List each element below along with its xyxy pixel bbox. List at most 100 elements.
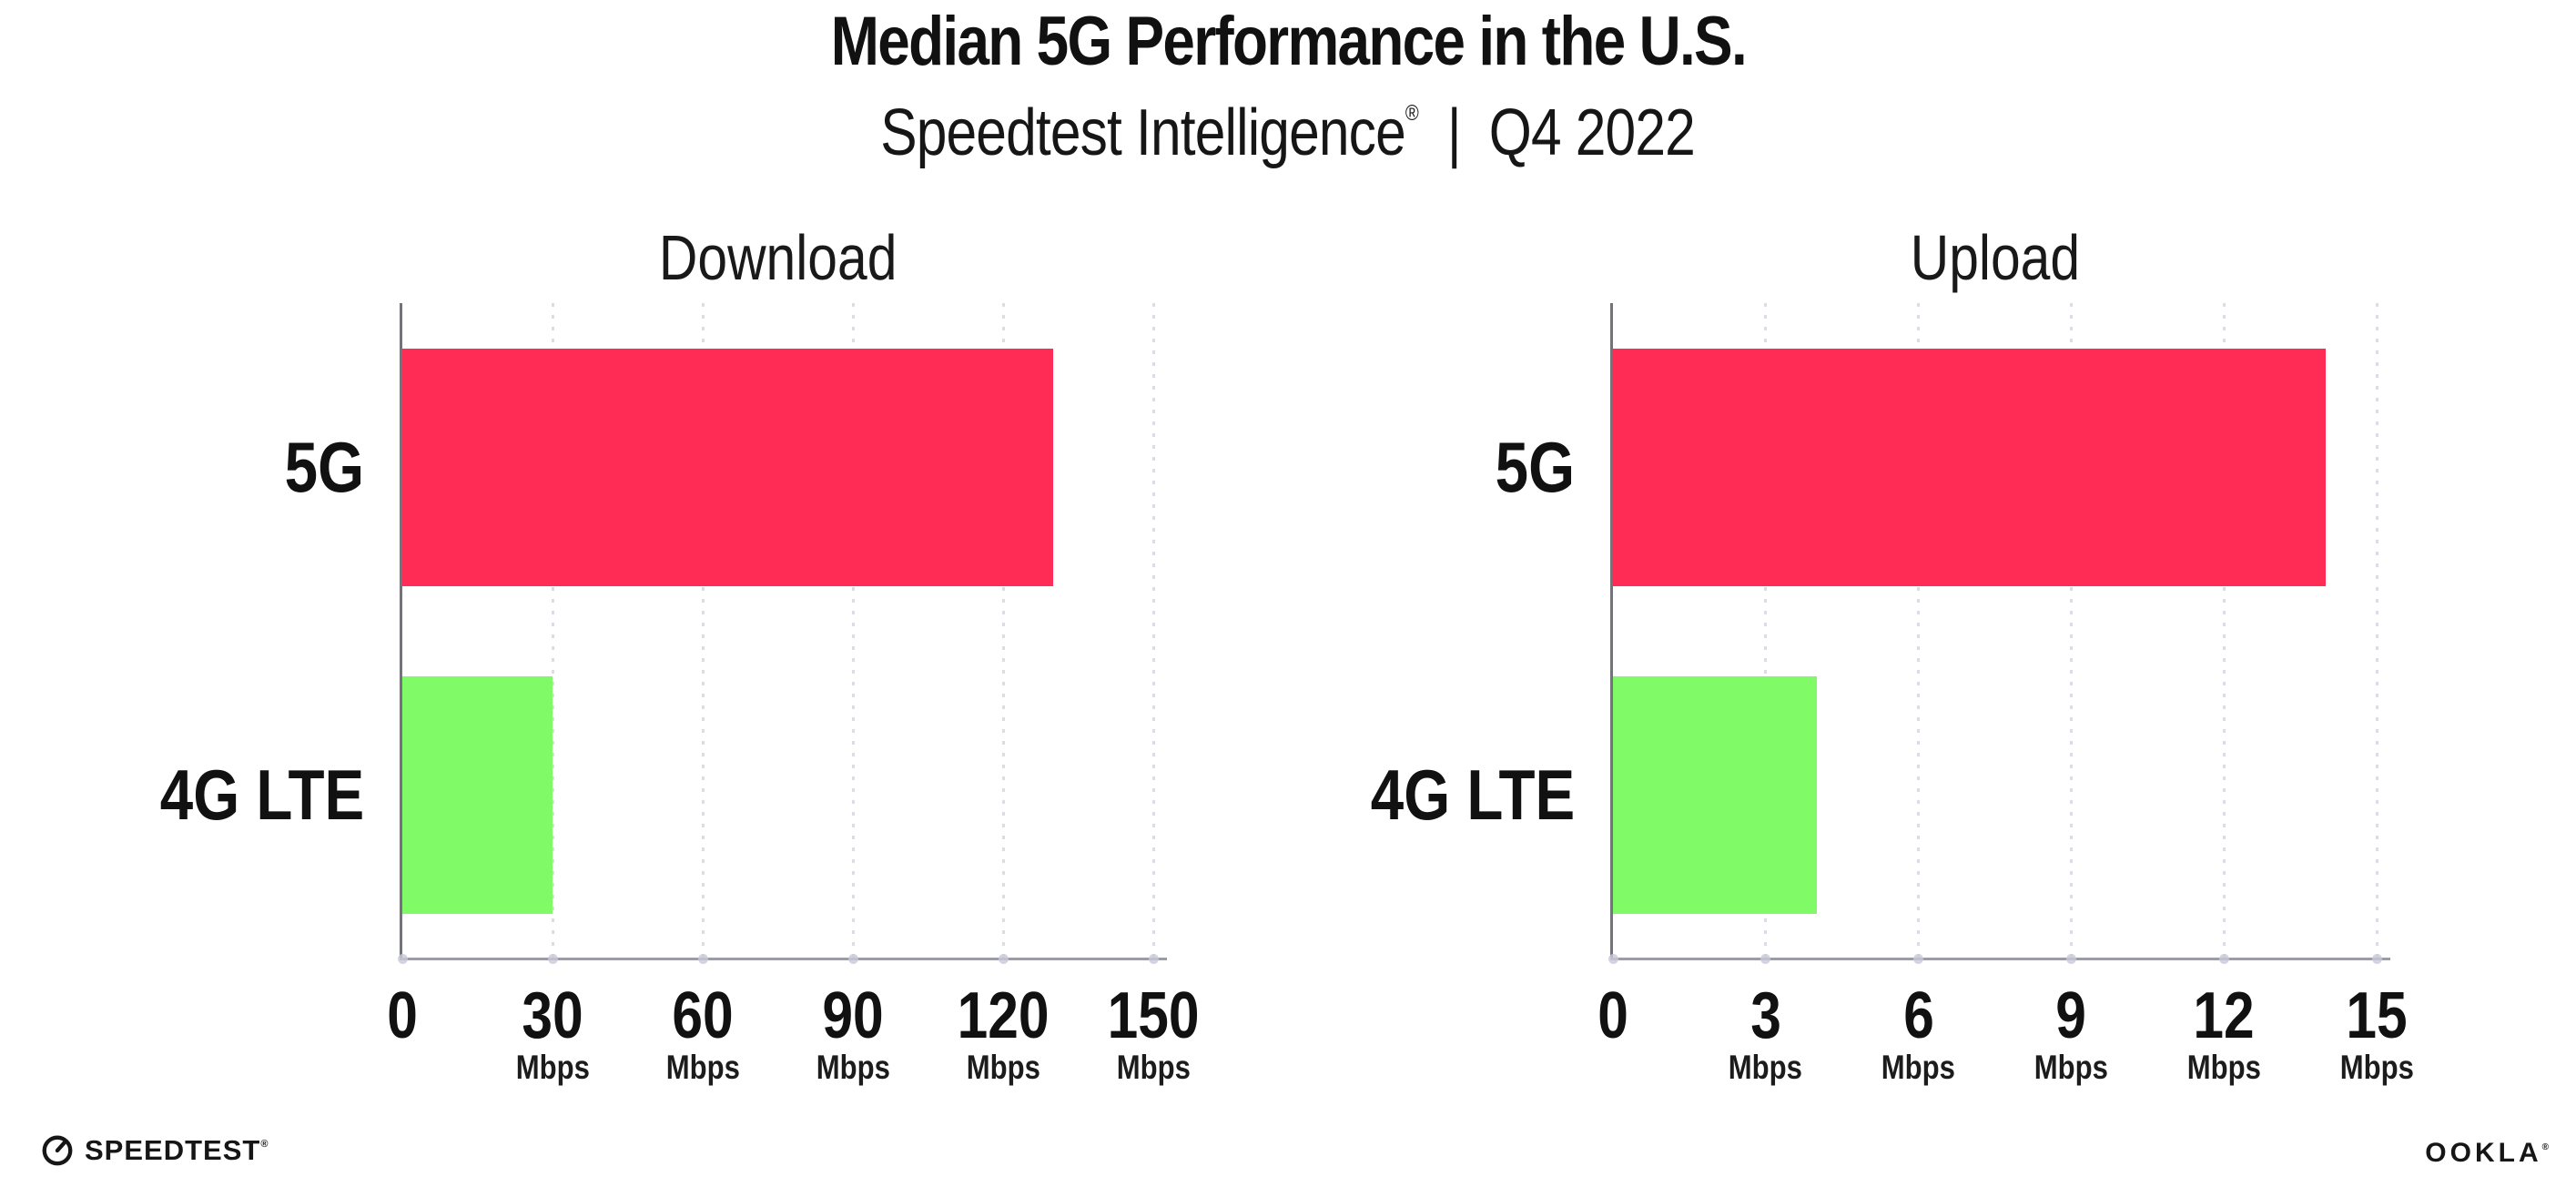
tick-label-60-download-text: 60 (672, 979, 734, 1052)
tick-unit-150-download-text: Mbps (1116, 1049, 1191, 1086)
bar-4g-lte-upload (1613, 675, 1817, 914)
gridline-120-download (1001, 303, 1005, 959)
category-label-5g-upload-text: 5G (1495, 427, 1575, 507)
tick-label-6-upload: 6 (1828, 983, 2010, 1049)
speedtest-wordmark-text: SPEEDTEST (85, 1133, 261, 1166)
gridline-3-upload (1764, 303, 1768, 959)
tick-label-120-download-text: 120 (957, 979, 1050, 1052)
tick-unit-9-upload-text: Mbps (2033, 1049, 2108, 1086)
bar-5g-download (402, 348, 1053, 586)
axis-tick-dot-3-upload (1760, 953, 1771, 964)
chart-title-upload-text: Upload (1910, 222, 2080, 293)
chart-title-download-text: Download (658, 222, 898, 293)
tick-label-90-download: 90 (762, 983, 944, 1049)
speedtest-logo: SPEEDTEST® (40, 1132, 268, 1167)
gridline-12-upload (2222, 303, 2226, 959)
tick-unit-12-upload-text: Mbps (2186, 1049, 2261, 1086)
tick-label-120-download: 120 (912, 983, 1094, 1049)
tick-unit-90-download: Mbps (762, 1050, 944, 1084)
tick-unit-30-download: Mbps (461, 1050, 644, 1084)
registered-mark: ® (1405, 101, 1420, 126)
gridline-150-download (1151, 303, 1155, 959)
gridline-9-upload (2069, 303, 2073, 959)
ookla-registered-mark: ® (2541, 1142, 2549, 1152)
tick-label-150-download: 150 (1062, 983, 1244, 1049)
tick-unit-90-download-text: Mbps (816, 1049, 890, 1086)
category-label-5g-upload: 5G (1192, 303, 1575, 631)
axis-tick-dot-60-download (697, 953, 708, 964)
tick-label-12-upload-text: 12 (2193, 979, 2255, 1052)
category-label-5g-download: 5G (0, 303, 364, 631)
chart-title-download: Download (402, 226, 1153, 289)
tick-label-150-download-text: 150 (1107, 979, 1200, 1052)
tick-unit-120-download-text: Mbps (966, 1049, 1040, 1086)
tick-label-3-upload-text: 3 (1749, 979, 1781, 1052)
x-axis-line-download (400, 958, 1167, 960)
gridline-15-upload (2375, 303, 2378, 959)
axis-tick-dot-0-download (397, 953, 408, 964)
tick-label-0-upload: 0 (1522, 983, 1704, 1049)
tick-label-30-download: 30 (461, 983, 644, 1049)
tick-label-0-download-text: 0 (387, 979, 418, 1052)
gridline-30-download (551, 303, 554, 959)
category-label-4g-lte-download-text: 4G LTE (159, 755, 364, 835)
tick-label-9-upload: 9 (1980, 983, 2162, 1049)
y-axis-spine-upload (1610, 303, 1613, 960)
subtitle: Speedtest Intelligence® | Q4 2022 (0, 100, 2576, 166)
tick-unit-120-download: Mbps (912, 1050, 1094, 1084)
ookla-wordmark: OOKLA® (2425, 1140, 2549, 1167)
main-title: Median 5G Performance in the U.S. (0, 7, 2576, 76)
axis-tick-dot-90-download (847, 953, 858, 964)
tick-unit-6-upload-text: Mbps (1881, 1049, 1956, 1086)
main-title-text: Median 5G Performance in the U.S. (830, 3, 1747, 80)
tick-label-0-download: 0 (311, 983, 493, 1049)
gridline-90-download (851, 303, 855, 959)
axis-tick-dot-9-upload (2065, 953, 2076, 964)
category-label-5g-download-text: 5G (284, 427, 364, 507)
x-axis-line-upload (1610, 958, 2390, 960)
tick-label-90-download-text: 90 (822, 979, 884, 1052)
bar-4g-lte-download (402, 675, 553, 914)
bar-5g-upload (1613, 348, 2327, 586)
gridline-6-upload (1917, 303, 1921, 959)
axis-tick-dot-6-upload (1913, 953, 1924, 964)
tick-label-3-upload: 3 (1675, 983, 1857, 1049)
axis-tick-dot-15-upload (2371, 953, 2382, 964)
subtitle-period: Q4 2022 (1489, 96, 1696, 169)
tick-label-15-upload: 15 (2286, 983, 2468, 1049)
tick-unit-6-upload: Mbps (1828, 1050, 2010, 1084)
y-axis-spine-download (400, 303, 402, 960)
tick-label-60-download: 60 (612, 983, 794, 1049)
category-label-4g-lte-upload: 4G LTE (1192, 631, 1575, 959)
tick-label-6-upload-text: 6 (1902, 979, 1934, 1052)
axis-tick-dot-30-download (547, 953, 558, 964)
tick-unit-3-upload: Mbps (1675, 1050, 1857, 1084)
axis-tick-dot-0-upload (1607, 953, 1618, 964)
subtitle-brand: Speedtest Intelligence (880, 96, 1407, 169)
tick-unit-150-download: Mbps (1062, 1050, 1244, 1084)
tick-unit-3-upload-text: Mbps (1729, 1049, 1803, 1086)
gridline-60-download (701, 303, 705, 959)
tick-unit-15-upload-text: Mbps (2339, 1049, 2414, 1086)
ookla-wordmark-text: OOKLA (2425, 1138, 2542, 1168)
tick-unit-12-upload: Mbps (2133, 1050, 2315, 1084)
speedtest-gauge-icon (42, 1135, 73, 1166)
tick-unit-15-upload: Mbps (2286, 1050, 2468, 1084)
chart-title-upload: Upload (1613, 226, 2377, 289)
axis-tick-dot-12-upload (2218, 953, 2229, 964)
tick-label-30-download-text: 30 (522, 979, 583, 1052)
speedtest-registered-mark: ® (260, 1138, 269, 1150)
tick-label-0-upload-text: 0 (1597, 979, 1628, 1052)
tick-label-9-upload-text: 9 (2055, 979, 2087, 1052)
subtitle-separator: | (1447, 96, 1462, 169)
axis-tick-dot-150-download (1148, 953, 1159, 964)
tick-label-15-upload-text: 15 (2346, 979, 2408, 1052)
category-label-4g-lte-upload-text: 4G LTE (1370, 755, 1575, 835)
tick-unit-9-upload: Mbps (1980, 1050, 2162, 1084)
tick-unit-30-download-text: Mbps (515, 1049, 590, 1086)
axis-tick-dot-120-download (998, 953, 1009, 964)
speedtest-wordmark: SPEEDTEST® (85, 1136, 268, 1164)
category-label-4g-lte-download: 4G LTE (0, 631, 364, 959)
